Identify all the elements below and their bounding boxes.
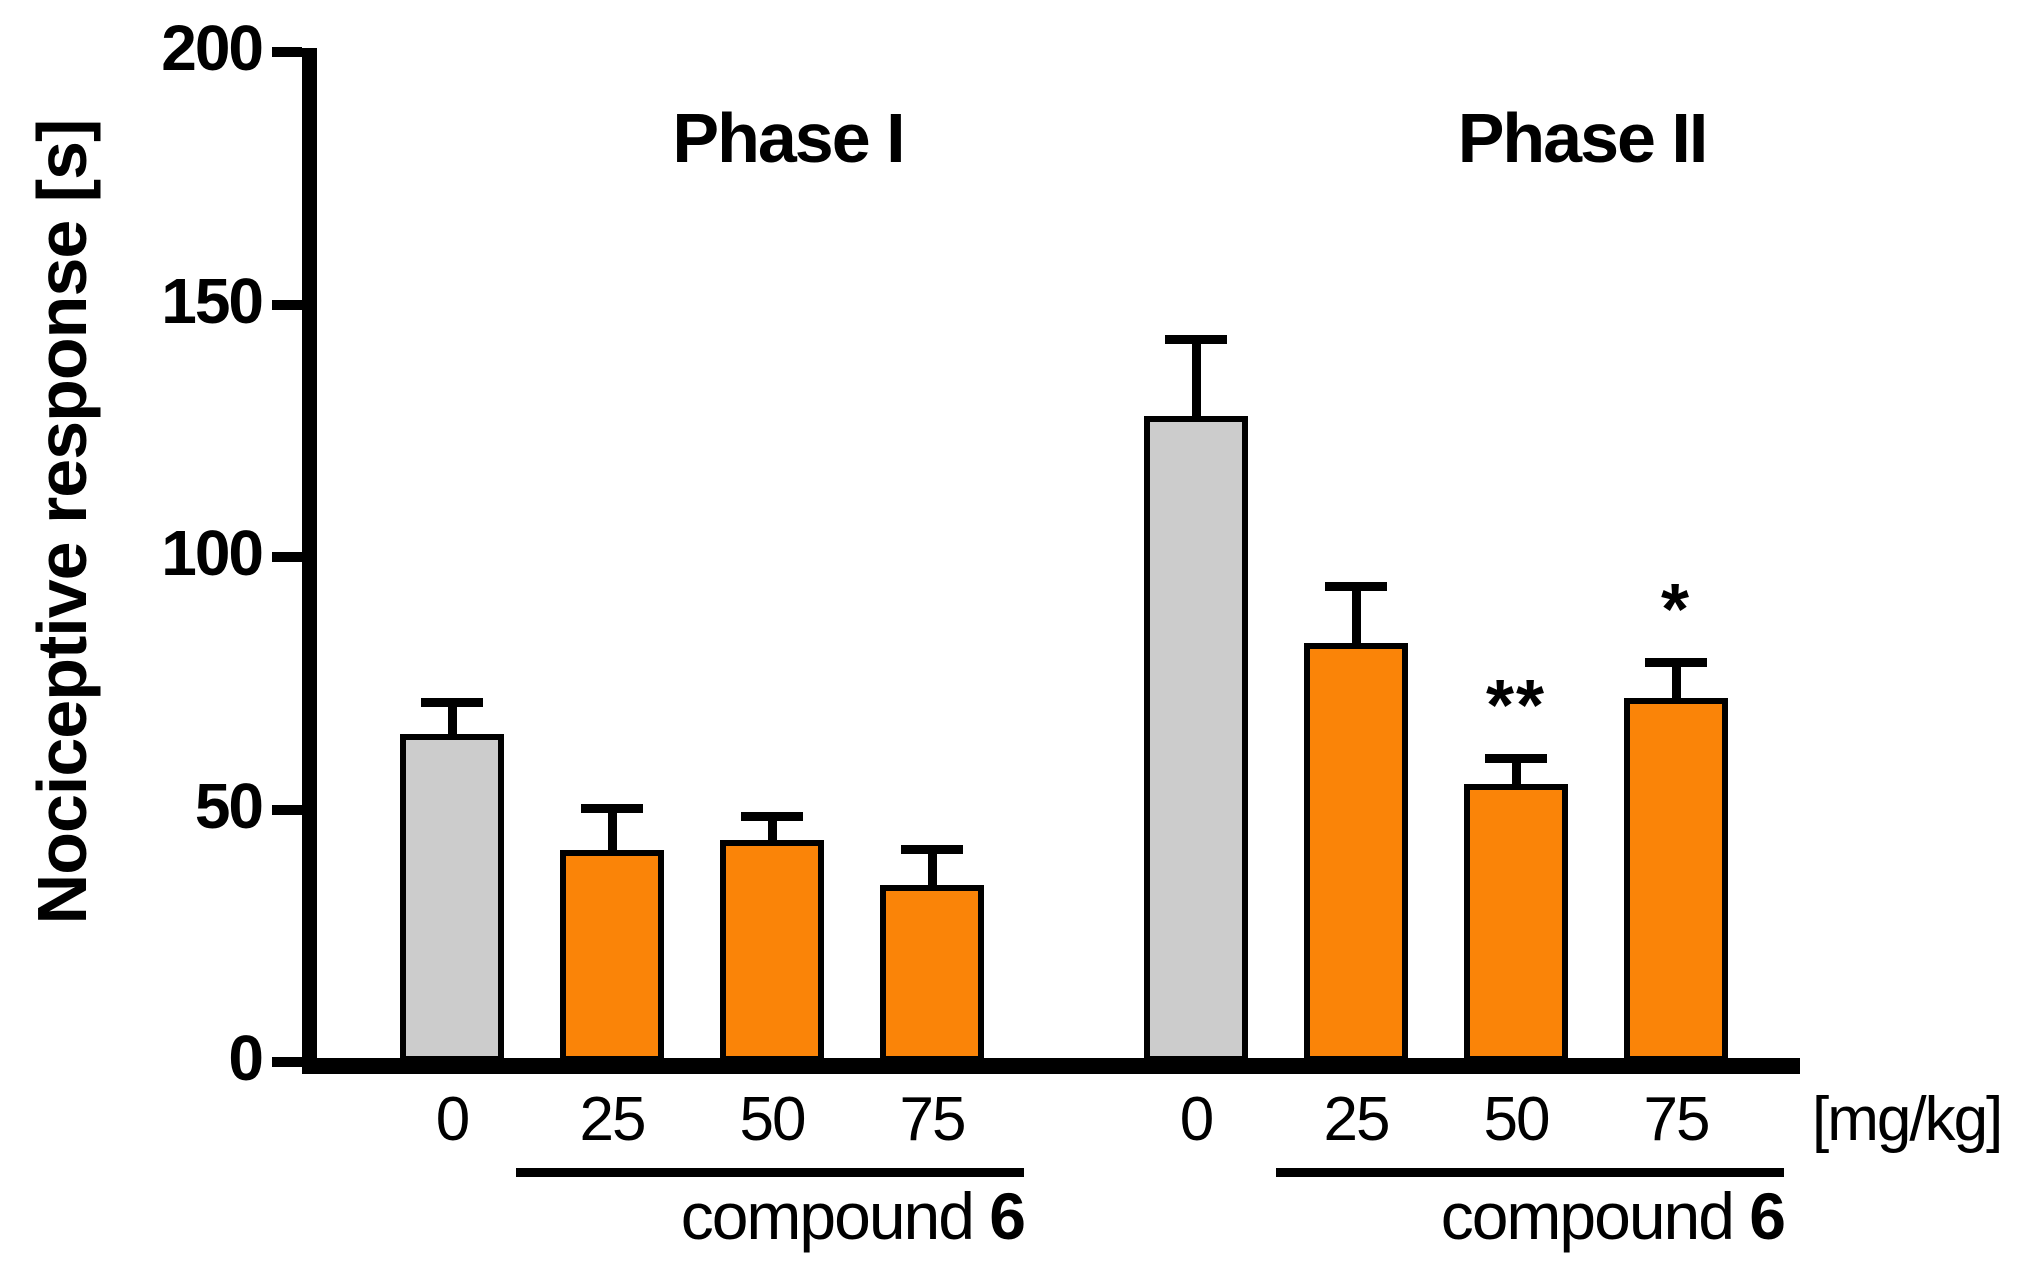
error-bar-stem (1352, 586, 1361, 649)
error-bar-cap (1325, 582, 1387, 592)
y-tick-label-0: 0 (228, 1022, 264, 1094)
error-bar-cap (1645, 658, 1707, 667)
bar-phase-ii-50 (1464, 784, 1568, 1062)
compound-bracket-line-phase-2 (1276, 1168, 1784, 1177)
dose-label-25: 25 (1323, 1085, 1391, 1154)
error-bar-cap (581, 804, 643, 814)
bar-phase-ii-75 (1624, 698, 1728, 1062)
y-tick-mark-0 (272, 1057, 302, 1067)
error-bar-cap (1485, 753, 1547, 763)
compound-label-phase-1: compound 6 (516, 1179, 1026, 1253)
error-bar-cap (741, 812, 803, 822)
y-tick-mark-50 (272, 804, 302, 815)
bar-phase-i-25 (560, 849, 664, 1062)
dose-label-0: 0 (1179, 1085, 1215, 1154)
compound-number-phase-2: 6 (1749, 1179, 1786, 1253)
compound-word-phase-2: compound (1440, 1179, 1735, 1253)
compound-bracket-line-phase-1 (516, 1168, 1024, 1177)
bar-phase-i-50 (720, 839, 824, 1062)
y-tick-label-50: 50 (194, 769, 264, 842)
phase-1-title: Phase I (672, 99, 905, 177)
error-bar-stem (768, 816, 777, 846)
error-bar-stem (1512, 757, 1521, 791)
significance-marker: * (1660, 570, 1692, 650)
y-tick-mark-100 (272, 552, 302, 562)
compound-number-phase-1: 6 (989, 1179, 1026, 1253)
phase-2-title: Phase II (1457, 99, 1709, 177)
compound-word-phase-1: compound (680, 1179, 975, 1253)
dose-label-25: 25 (579, 1085, 647, 1154)
y-tick-label-100: 100 (161, 517, 264, 589)
y-tick-mark-200 (272, 47, 302, 57)
x-axis-line (302, 1058, 1800, 1074)
significance-marker: ** (1485, 665, 1547, 746)
x-axis-unit-label: [mg/kg] (1812, 1085, 2003, 1154)
y-tick-label-150: 150 (161, 264, 264, 337)
bar-phase-ii-0 (1144, 415, 1248, 1062)
error-bar-stem (928, 848, 937, 892)
y-tick-mark-150 (272, 299, 302, 310)
dose-label-75: 75 (1643, 1085, 1711, 1154)
error-bar-cap (421, 698, 483, 708)
dose-label-75: 75 (899, 1085, 967, 1154)
dose-label-50: 50 (739, 1085, 807, 1154)
y-tick-label-200: 200 (161, 12, 264, 84)
error-bar-cap (1165, 334, 1227, 344)
error-bar-cap (901, 844, 963, 854)
bar-phase-i-75 (880, 885, 984, 1062)
dose-label-50: 50 (1483, 1085, 1551, 1154)
compound-label-phase-2: compound 6 (1276, 1179, 1786, 1253)
dose-label-0: 0 (435, 1085, 471, 1154)
error-bar-stem (608, 808, 617, 856)
error-bar-stem (1192, 338, 1201, 422)
error-bar-stem (448, 702, 457, 740)
bar-phase-i-0 (400, 733, 504, 1062)
bar-phase-ii-25 (1304, 642, 1408, 1062)
y-axis-line (302, 48, 317, 1074)
error-bar-stem (1672, 662, 1681, 705)
